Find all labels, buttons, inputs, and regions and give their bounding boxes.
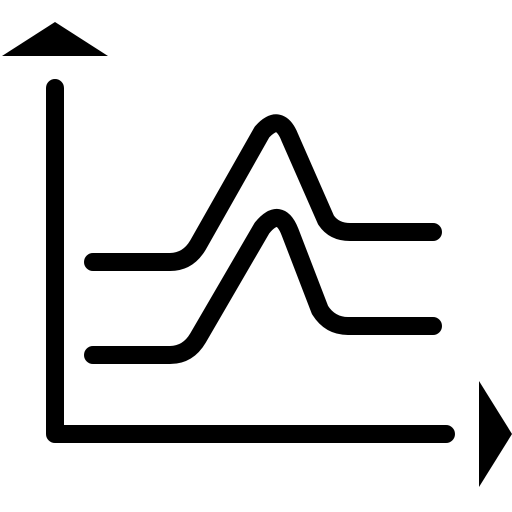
lower-series-line (84, 209, 442, 364)
axes-lines (46, 79, 455, 443)
y-axis-arrowhead (2, 22, 108, 56)
upper-series-line (84, 114, 442, 271)
x-axis-arrowhead (479, 381, 512, 487)
